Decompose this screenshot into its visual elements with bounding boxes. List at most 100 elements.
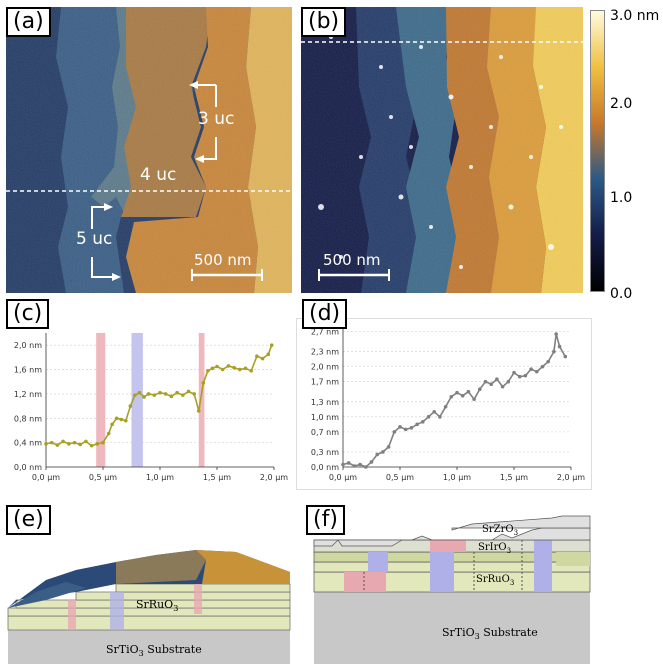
panel-label-a: (a) bbox=[6, 7, 51, 37]
schematic-f: SrZrO3 SrIrO3 SrRuO3 SrTiO3 Substrate bbox=[312, 500, 592, 664]
data-point bbox=[238, 367, 242, 372]
scalebar-b-label: 500 nm bbox=[323, 251, 381, 269]
x-tick-label: 2,0 µm bbox=[260, 473, 288, 482]
data-point bbox=[158, 390, 162, 395]
y-tick-label: 0,7 nm bbox=[311, 428, 339, 437]
colorbar-tick-2: 2.0 bbox=[610, 96, 633, 112]
data-point bbox=[432, 410, 436, 414]
data-point bbox=[483, 379, 488, 384]
schematic-f-graphic bbox=[313, 515, 591, 664]
x-tick-label: 0,0 µm bbox=[32, 473, 60, 482]
colorbar-tick-0: 0.0 bbox=[610, 286, 633, 302]
x-tick-label: 2,0 µm bbox=[557, 473, 585, 482]
data-point bbox=[128, 404, 133, 408]
e-layer-label: SrRuO3 bbox=[136, 598, 179, 614]
data-point bbox=[546, 359, 550, 364]
panel-label-d: (d) bbox=[302, 299, 348, 329]
data-point bbox=[392, 430, 397, 434]
data-point bbox=[386, 445, 391, 449]
highlight-band-0 bbox=[96, 333, 106, 467]
data-point bbox=[364, 465, 368, 469]
data-point bbox=[472, 397, 476, 402]
data-point bbox=[341, 462, 345, 467]
data-point bbox=[124, 418, 128, 423]
schematic-e-graphic bbox=[7, 550, 291, 664]
data-point bbox=[489, 382, 493, 386]
f-zr-label: SrZrO3 bbox=[482, 524, 519, 537]
chart-c-svg: 0,0 nm 0,4 nm 0,8 nm 1,2 nm 1,6 nm 2,0 nm 0,0 … bbox=[14, 333, 288, 482]
data-point bbox=[358, 462, 362, 467]
chart-d: 0,0 nm 0,3 nm 0,7 nm 1,0 nm 1,3 nm 1,7 nm 2,0 … bbox=[296, 318, 592, 490]
y-tick-label: 2,0 nm bbox=[311, 363, 339, 372]
data-point bbox=[232, 365, 236, 370]
data-point bbox=[44, 442, 48, 446]
y-tick-label: 1,7 nm bbox=[311, 378, 339, 387]
data-point bbox=[554, 332, 558, 336]
y-tick-label: 1,2 nm bbox=[14, 390, 42, 399]
data-point bbox=[455, 390, 459, 395]
e-substrate-label: SrTiO3 Substrate bbox=[106, 643, 202, 659]
data-point bbox=[133, 393, 137, 397]
data-point bbox=[61, 439, 65, 444]
x-tick-label: 0,5 µm bbox=[386, 473, 414, 482]
data-point bbox=[210, 366, 215, 371]
panel-label-c: (c) bbox=[6, 299, 50, 329]
y-tick-label: 0,0 nm bbox=[14, 463, 42, 472]
data-point bbox=[95, 442, 100, 446]
data-point bbox=[506, 379, 511, 384]
colorbar-tick-3: 3.0 nm bbox=[610, 8, 660, 24]
colorbar: 3.0 nm 2.0 1.0 0.0 bbox=[590, 8, 663, 302]
x-tick-label: 1,0 µm bbox=[443, 473, 471, 482]
data-point bbox=[426, 415, 431, 419]
data-point bbox=[563, 354, 568, 359]
data-point bbox=[114, 416, 119, 421]
data-point bbox=[421, 420, 425, 424]
data-point bbox=[352, 464, 357, 468]
afm-image-b-graphic bbox=[301, 7, 583, 293]
x-tick-label: 0,5 µm bbox=[89, 473, 117, 482]
annotation-5uc: 5 uc bbox=[76, 229, 113, 249]
x-tick-label: 1,5 µm bbox=[203, 473, 231, 482]
data-point bbox=[110, 422, 114, 427]
colorbar-tick-1: 1.0 bbox=[610, 190, 633, 206]
data-point bbox=[438, 415, 442, 419]
data-point bbox=[220, 367, 225, 372]
data-point bbox=[206, 368, 210, 373]
f-substrate-label: SrTiO3 Substrate bbox=[442, 626, 538, 642]
data-point bbox=[186, 389, 191, 394]
data-point bbox=[512, 370, 516, 375]
afm-image-a-graphic bbox=[6, 7, 292, 293]
y-tick-label: 0,4 nm bbox=[14, 439, 42, 448]
panel-label-f: (f) bbox=[306, 505, 345, 535]
y-tick-label: 2,7 nm bbox=[311, 328, 339, 337]
chart-c: 0,0 nm 0,4 nm 0,8 nm 1,2 nm 1,6 nm 2,0 nm 0,0 … bbox=[0, 305, 290, 490]
y-tick-label: 1,0 nm bbox=[311, 413, 339, 422]
data-point bbox=[535, 369, 539, 374]
data-point bbox=[243, 366, 248, 371]
data-point bbox=[169, 394, 174, 399]
data-point bbox=[529, 367, 533, 371]
colorbar-gradient bbox=[590, 10, 605, 292]
y-tick-label: 2,3 nm bbox=[311, 348, 339, 357]
data-point bbox=[500, 384, 505, 389]
y-tick-label: 0,3 nm bbox=[311, 448, 339, 457]
data-point bbox=[260, 356, 265, 361]
data-point bbox=[226, 364, 231, 368]
series-line bbox=[342, 333, 566, 468]
data-point bbox=[55, 443, 60, 447]
chart-d-svg: 0,0 nm 0,3 nm 0,7 nm 1,0 nm 1,3 nm 1,7 nm 2,0 … bbox=[311, 328, 585, 482]
data-point bbox=[249, 368, 253, 373]
highlight-band-2 bbox=[198, 333, 205, 467]
data-point bbox=[478, 387, 482, 392]
data-point bbox=[466, 389, 471, 394]
f-ir-label: SrIrO3 bbox=[478, 542, 512, 555]
data-point bbox=[381, 450, 385, 454]
y-tick-label: 2,0 nm bbox=[14, 341, 42, 350]
data-point bbox=[175, 390, 179, 395]
data-point bbox=[269, 343, 274, 347]
y-tick-label: 1,3 nm bbox=[311, 398, 339, 407]
data-point bbox=[201, 381, 206, 385]
annotation-3uc: 3 uc bbox=[198, 109, 235, 129]
data-point bbox=[495, 377, 499, 381]
data-point bbox=[78, 442, 82, 447]
